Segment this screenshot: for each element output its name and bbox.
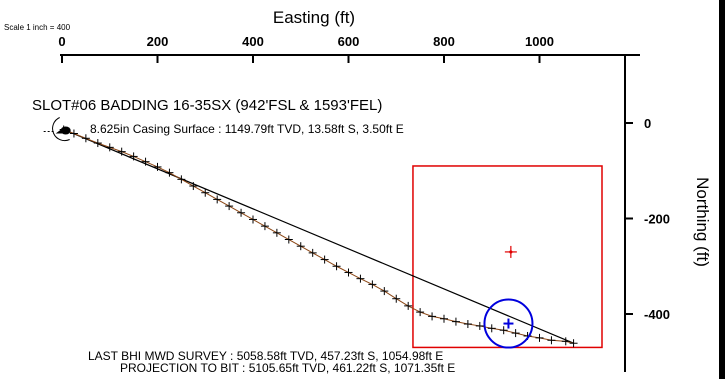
annotation-projection: PROJECTION TO BIT : 5105.65ft TVD, 461.2… <box>120 361 455 375</box>
surface-arc <box>52 117 70 142</box>
survey-point <box>511 329 520 338</box>
survey-point <box>547 336 556 345</box>
x-tick-label: 1000 <box>525 34 554 49</box>
x-axis-label: Easting (ft) <box>273 8 355 27</box>
survey-point <box>332 262 341 271</box>
survey-point <box>535 333 544 342</box>
survey-point <box>451 317 460 326</box>
survey-point <box>487 324 496 333</box>
survey-point <box>105 143 114 152</box>
x-tick-label: 600 <box>338 34 360 49</box>
survey-point <box>428 312 437 321</box>
survey-point <box>416 308 425 317</box>
chart-title: SLOT#06 BADDING 16-35SX (942'FSL & 1593'… <box>32 97 382 114</box>
x-tick-label: 200 <box>147 34 169 49</box>
y-tick-label: 0 <box>644 116 651 131</box>
target-point-dot <box>509 250 513 254</box>
survey-point <box>81 134 90 143</box>
scale-label: Scale 1 inch = 400 <box>4 23 71 32</box>
survey-point <box>320 255 329 264</box>
survey-point <box>499 326 508 335</box>
survey-point <box>237 208 246 217</box>
y-ticks: 0 -200 -400 <box>625 116 670 322</box>
survey-point <box>561 337 570 346</box>
survey-point <box>189 182 198 191</box>
bit-position-marker <box>503 318 514 329</box>
bit-position-circle <box>483 298 534 349</box>
x-tick-label: 400 <box>242 34 264 49</box>
survey-point <box>463 320 472 329</box>
survey-point <box>153 162 162 171</box>
y-tick-label: -200 <box>644 212 670 227</box>
survey-markers <box>59 125 578 348</box>
survey-point <box>141 157 150 166</box>
survey-point <box>213 195 222 204</box>
survey-point <box>404 301 413 310</box>
surface-location-icon <box>43 117 71 142</box>
survey-point <box>440 314 448 323</box>
survey-point <box>129 152 138 161</box>
survey-point <box>260 222 269 231</box>
survey-point <box>117 147 126 156</box>
x-tick-label: 0 <box>58 34 65 49</box>
survey-point <box>344 268 353 277</box>
target-point <box>504 245 517 258</box>
planned-straight-line <box>63 128 574 344</box>
survey-point <box>296 242 305 251</box>
survey-point <box>69 129 78 138</box>
survey-point <box>201 188 210 197</box>
survey-point <box>165 168 174 177</box>
survey-point <box>380 287 389 296</box>
x-tick-label: 800 <box>433 34 455 49</box>
survey-point <box>308 248 317 257</box>
surface-dot <box>60 126 71 135</box>
x-ticks: 0 200 400 600 800 1000 <box>58 34 554 63</box>
survey-point <box>225 202 234 211</box>
survey-point <box>569 339 578 348</box>
survey-point <box>249 215 257 224</box>
survey-point <box>368 280 377 289</box>
annotation-casing: 8.625in Casing Surface : 1149.79ft TVD, … <box>90 122 404 136</box>
survey-point <box>272 228 281 237</box>
survey-point <box>392 294 401 303</box>
survey-point <box>93 139 102 148</box>
y-tick-label: -400 <box>644 307 670 322</box>
survey-point <box>284 235 293 244</box>
y-axis-label: Northing (ft) <box>693 177 712 267</box>
survey-point <box>177 175 186 184</box>
survey-point <box>475 321 484 330</box>
window-edge-bar <box>719 0 725 379</box>
annotation-last-survey: LAST BHI MWD SURVEY : 5058.58ft TVD, 457… <box>88 349 443 363</box>
survey-point <box>356 274 365 283</box>
